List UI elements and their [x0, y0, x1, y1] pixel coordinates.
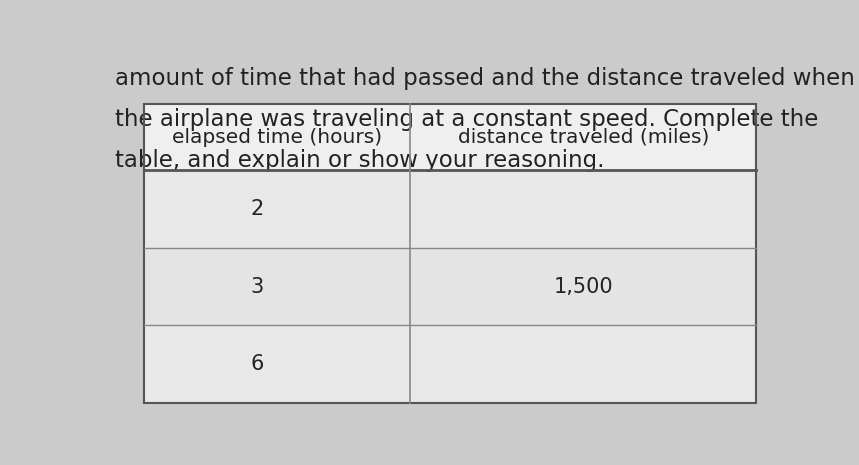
Text: 3: 3: [251, 277, 264, 297]
Bar: [144, 104, 757, 403]
Text: elapsed time (hours): elapsed time (hours): [172, 127, 382, 146]
Text: 2: 2: [251, 199, 264, 219]
Bar: [144, 248, 757, 326]
Text: distance traveled (miles): distance traveled (miles): [458, 127, 709, 146]
Text: 1,500: 1,500: [553, 277, 613, 297]
Text: amount of time that had passed and the distance traveled when: amount of time that had passed and the d…: [115, 66, 856, 90]
Text: 6: 6: [251, 354, 264, 374]
Bar: [144, 326, 757, 403]
Bar: [144, 104, 757, 170]
Bar: [144, 104, 757, 403]
Text: table, and explain or show your reasoning.: table, and explain or show your reasonin…: [115, 149, 605, 172]
Text: the airplane was traveling at a constant speed. Complete the: the airplane was traveling at a constant…: [115, 108, 819, 131]
Bar: [144, 170, 757, 248]
